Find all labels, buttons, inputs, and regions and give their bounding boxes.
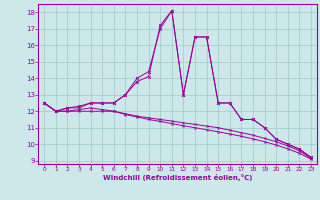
- X-axis label: Windchill (Refroidissement éolien,°C): Windchill (Refroidissement éolien,°C): [103, 174, 252, 181]
